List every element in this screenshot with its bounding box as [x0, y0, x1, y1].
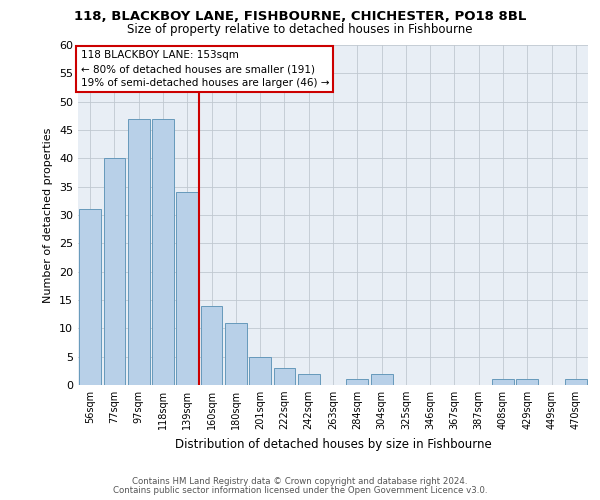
Text: Size of property relative to detached houses in Fishbourne: Size of property relative to detached ho… [127, 22, 473, 36]
Bar [346, 380, 368, 385]
Bar [274, 368, 295, 385]
Bar [249, 356, 271, 385]
Text: 118 BLACKBOY LANE: 153sqm
← 80% of detached houses are smaller (191)
19% of semi: 118 BLACKBOY LANE: 153sqm ← 80% of detac… [80, 50, 329, 88]
Bar [492, 380, 514, 385]
Bar [517, 380, 538, 385]
X-axis label: Distribution of detached houses by size in Fishbourne: Distribution of detached houses by size … [175, 438, 491, 450]
Bar [298, 374, 320, 385]
Bar [104, 158, 125, 385]
Bar [79, 210, 101, 385]
Bar [565, 380, 587, 385]
Bar [225, 322, 247, 385]
Bar [152, 118, 174, 385]
Bar [371, 374, 392, 385]
Y-axis label: Number of detached properties: Number of detached properties [43, 128, 53, 302]
Bar [176, 192, 198, 385]
Text: 118, BLACKBOY LANE, FISHBOURNE, CHICHESTER, PO18 8BL: 118, BLACKBOY LANE, FISHBOURNE, CHICHEST… [74, 10, 526, 23]
Bar [128, 118, 149, 385]
Text: Contains HM Land Registry data © Crown copyright and database right 2024.: Contains HM Land Registry data © Crown c… [132, 477, 468, 486]
Bar [200, 306, 223, 385]
Text: Contains public sector information licensed under the Open Government Licence v3: Contains public sector information licen… [113, 486, 487, 495]
